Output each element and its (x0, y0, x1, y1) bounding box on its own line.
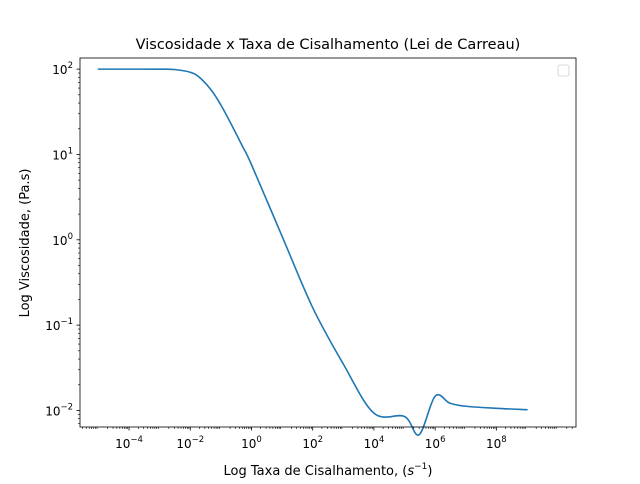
x-tick-label: 10−4 (115, 435, 143, 451)
y-tick-label: 102 (52, 61, 73, 77)
x-tick-label-base: 10 (176, 437, 191, 451)
y-tick-label-exponent: 1 (68, 146, 73, 156)
x-tick-label-base: 10 (364, 437, 379, 451)
axes-frame (79, 57, 577, 428)
x-tick-label-exponent: 6 (440, 435, 445, 445)
x-tick-label: 102 (302, 435, 323, 451)
x-tick-label: 108 (486, 435, 507, 451)
x-tick-label-exponent: −4 (130, 435, 143, 445)
y-tick-label-exponent: −1 (60, 317, 73, 327)
x-tick-label-exponent: 8 (501, 435, 506, 445)
y-tick-label: 101 (52, 146, 73, 162)
y-tick-label-base: 10 (45, 319, 60, 333)
y-tick-label-base: 10 (45, 404, 60, 418)
x-tick-label: 104 (364, 435, 385, 451)
chart-title: Viscosidade x Taxa de Cisalhamento (Lei … (136, 37, 521, 53)
y-tick-label-base: 10 (52, 148, 67, 162)
x-tick-label-base: 10 (115, 437, 130, 451)
y-tick-label-exponent: 2 (68, 61, 73, 71)
x-axis-label-close: ) (427, 464, 432, 479)
x-tick-label-base: 10 (241, 437, 256, 451)
x-tick-label: 106 (425, 435, 446, 451)
y-tick-label-exponent: −2 (60, 402, 73, 412)
x-tick-label-exponent: −2 (192, 435, 205, 445)
y-tick-label: 10−1 (45, 317, 73, 333)
y-tick-label-exponent: 0 (68, 232, 73, 242)
x-tick-label-base: 10 (425, 437, 440, 451)
series-line-0 (97, 68, 528, 436)
y-tick-label-base: 10 (52, 63, 67, 77)
x-tick-label: 100 (241, 435, 262, 451)
x-axis-label-unit-exponent: −1 (414, 462, 427, 472)
x-tick-label-exponent: 2 (318, 435, 323, 445)
x-axis-label-text: Log Taxa de Cisalhamento, ( (224, 464, 408, 479)
y-axis-label: Log Viscosidade, (Pa.s) (18, 169, 33, 318)
x-tick-label-base: 10 (486, 437, 501, 451)
y-tick-label-base: 10 (52, 234, 67, 248)
legend-box (557, 64, 570, 77)
x-tick-label-base: 10 (302, 437, 317, 451)
x-tick-label-exponent: 4 (379, 435, 384, 445)
y-tick-label: 100 (52, 232, 73, 248)
series-layer (97, 68, 528, 436)
x-tick-label-exponent: 0 (256, 435, 261, 445)
x-axis-label: Log Taxa de Cisalhamento, (s−1) (224, 462, 433, 479)
x-tick-label: 10−2 (176, 435, 204, 451)
y-tick-label: 10−2 (45, 402, 73, 418)
x-axis-label-unit: s (407, 464, 414, 479)
